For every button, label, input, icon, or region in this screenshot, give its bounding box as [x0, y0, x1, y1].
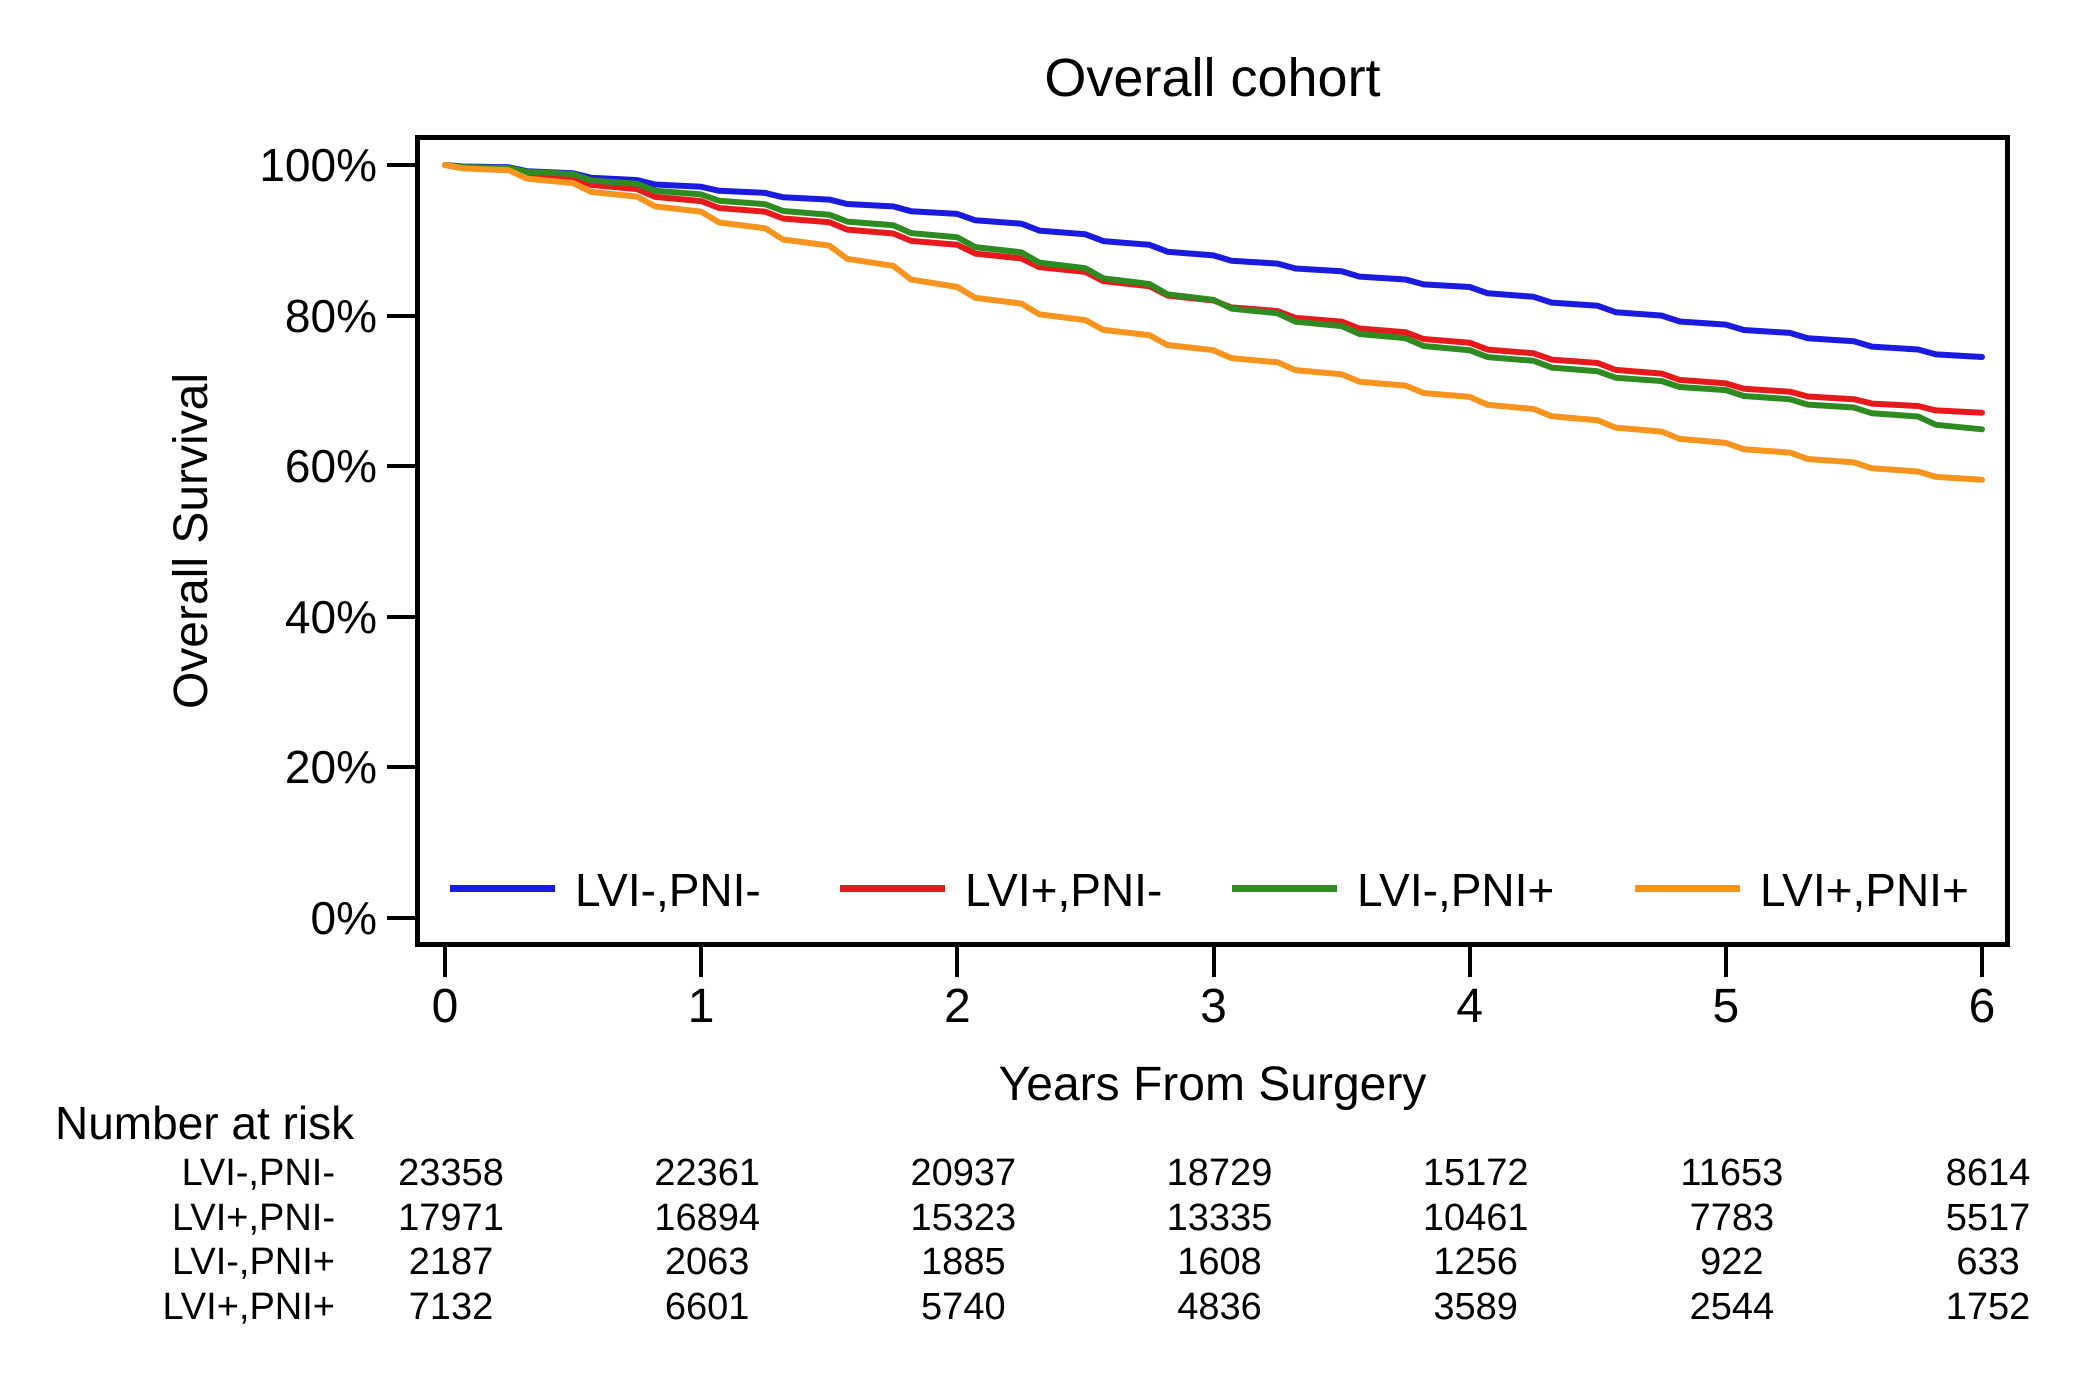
risk-count-cell: 2544 — [1689, 1286, 1775, 1328]
risk-count-cell: 1256 — [1433, 1241, 1518, 1283]
x-tick-label: 1 — [687, 980, 715, 1033]
y-tick-label: 60% — [284, 440, 377, 493]
risk-count-cell: 4836 — [1177, 1286, 1262, 1328]
risk-row-label: LVI+,PNI+ — [162, 1286, 335, 1328]
risk-count-cell: 16894 — [654, 1197, 760, 1239]
plot-frame — [415, 135, 2010, 947]
risk-count-cell: 18729 — [1166, 1152, 1273, 1194]
y-tick-mark — [387, 916, 415, 920]
x-axis-title: Years From Surgery — [998, 1058, 1427, 1111]
risk-count-cell: 11653 — [1680, 1152, 1784, 1194]
legend-swatch-2 — [1232, 885, 1337, 892]
legend-label-1: LVI+,PNI- — [965, 864, 1163, 916]
legend-swatch-3 — [1635, 885, 1740, 892]
x-tick-mark — [1723, 947, 1728, 977]
risk-count-cell: 5517 — [1945, 1197, 2031, 1239]
y-tick-label: 0% — [310, 892, 377, 944]
x-tick-label: 3 — [1200, 980, 1227, 1033]
x-tick-mark — [1467, 947, 1472, 977]
risk-count-cell: 1885 — [921, 1241, 1006, 1283]
y-tick-label: 80% — [284, 289, 377, 342]
legend-label-2: LVI-,PNI+ — [1357, 864, 1555, 916]
y-tick-mark — [387, 163, 415, 167]
chart-title: Overall cohort — [1044, 48, 1381, 108]
x-tick-label: 4 — [1456, 980, 1484, 1033]
risk-count-cell: 7783 — [1689, 1197, 1775, 1239]
risk-count-cell: 6601 — [664, 1286, 750, 1328]
legend-swatch-1 — [840, 885, 945, 892]
x-tick-mark — [1211, 947, 1216, 977]
risk-count-cell: 2063 — [664, 1241, 750, 1283]
risk-row-label: LVI-,PNI- — [181, 1152, 335, 1194]
risk-count-cell: 22361 — [654, 1152, 760, 1194]
x-tick-label: 5 — [1712, 980, 1740, 1033]
y-tick-label: 40% — [284, 590, 377, 643]
risk-count-cell: 3589 — [1433, 1286, 1518, 1328]
y-tick-mark — [387, 614, 415, 619]
risk-row-label: LVI-,PNI+ — [172, 1241, 335, 1283]
risk-count-cell: 922 — [1700, 1241, 1764, 1283]
x-tick-mark — [1980, 947, 1985, 977]
risk-count-cell: 1608 — [1177, 1241, 1262, 1283]
x-tick-mark — [443, 947, 447, 977]
x-tick-label: 6 — [1968, 980, 1996, 1033]
y-tick-label: 100% — [259, 139, 377, 191]
y-tick-mark — [387, 464, 415, 469]
risk-count-cell: 8614 — [1945, 1152, 2031, 1194]
legend-label-3: LVI+,PNI+ — [1760, 864, 1969, 916]
risk-count-cell: 13335 — [1166, 1197, 1273, 1239]
number-at-risk-header: Number at risk — [55, 1097, 355, 1149]
y-tick-label: 20% — [284, 741, 377, 794]
x-tick-mark — [699, 947, 704, 977]
risk-count-cell: 23358 — [398, 1152, 504, 1194]
y-tick-mark — [387, 313, 415, 318]
risk-count-cell: 15172 — [1422, 1152, 1529, 1194]
legend-swatch-0 — [450, 885, 555, 892]
risk-count-cell: 17971 — [398, 1197, 504, 1239]
risk-row-label: LVI+,PNI- — [172, 1197, 335, 1239]
x-tick-label: 0 — [431, 980, 459, 1033]
risk-count-cell: 7132 — [408, 1286, 494, 1328]
risk-count-cell: 20937 — [910, 1152, 1017, 1194]
risk-count-cell: 15323 — [910, 1197, 1017, 1239]
x-tick-label: 2 — [943, 980, 971, 1033]
y-tick-mark — [387, 765, 415, 770]
risk-count-cell: 633 — [1956, 1241, 2020, 1283]
legend-label-0: LVI-,PNI- — [575, 864, 761, 916]
y-axis-title: Overall Survival — [165, 372, 218, 710]
risk-count-cell: 10461 — [1422, 1197, 1529, 1239]
risk-count-cell: 2187 — [408, 1241, 494, 1283]
risk-count-cell: 5740 — [921, 1286, 1006, 1328]
risk-count-cell: 1752 — [1945, 1286, 2031, 1328]
x-tick-mark — [955, 947, 960, 977]
